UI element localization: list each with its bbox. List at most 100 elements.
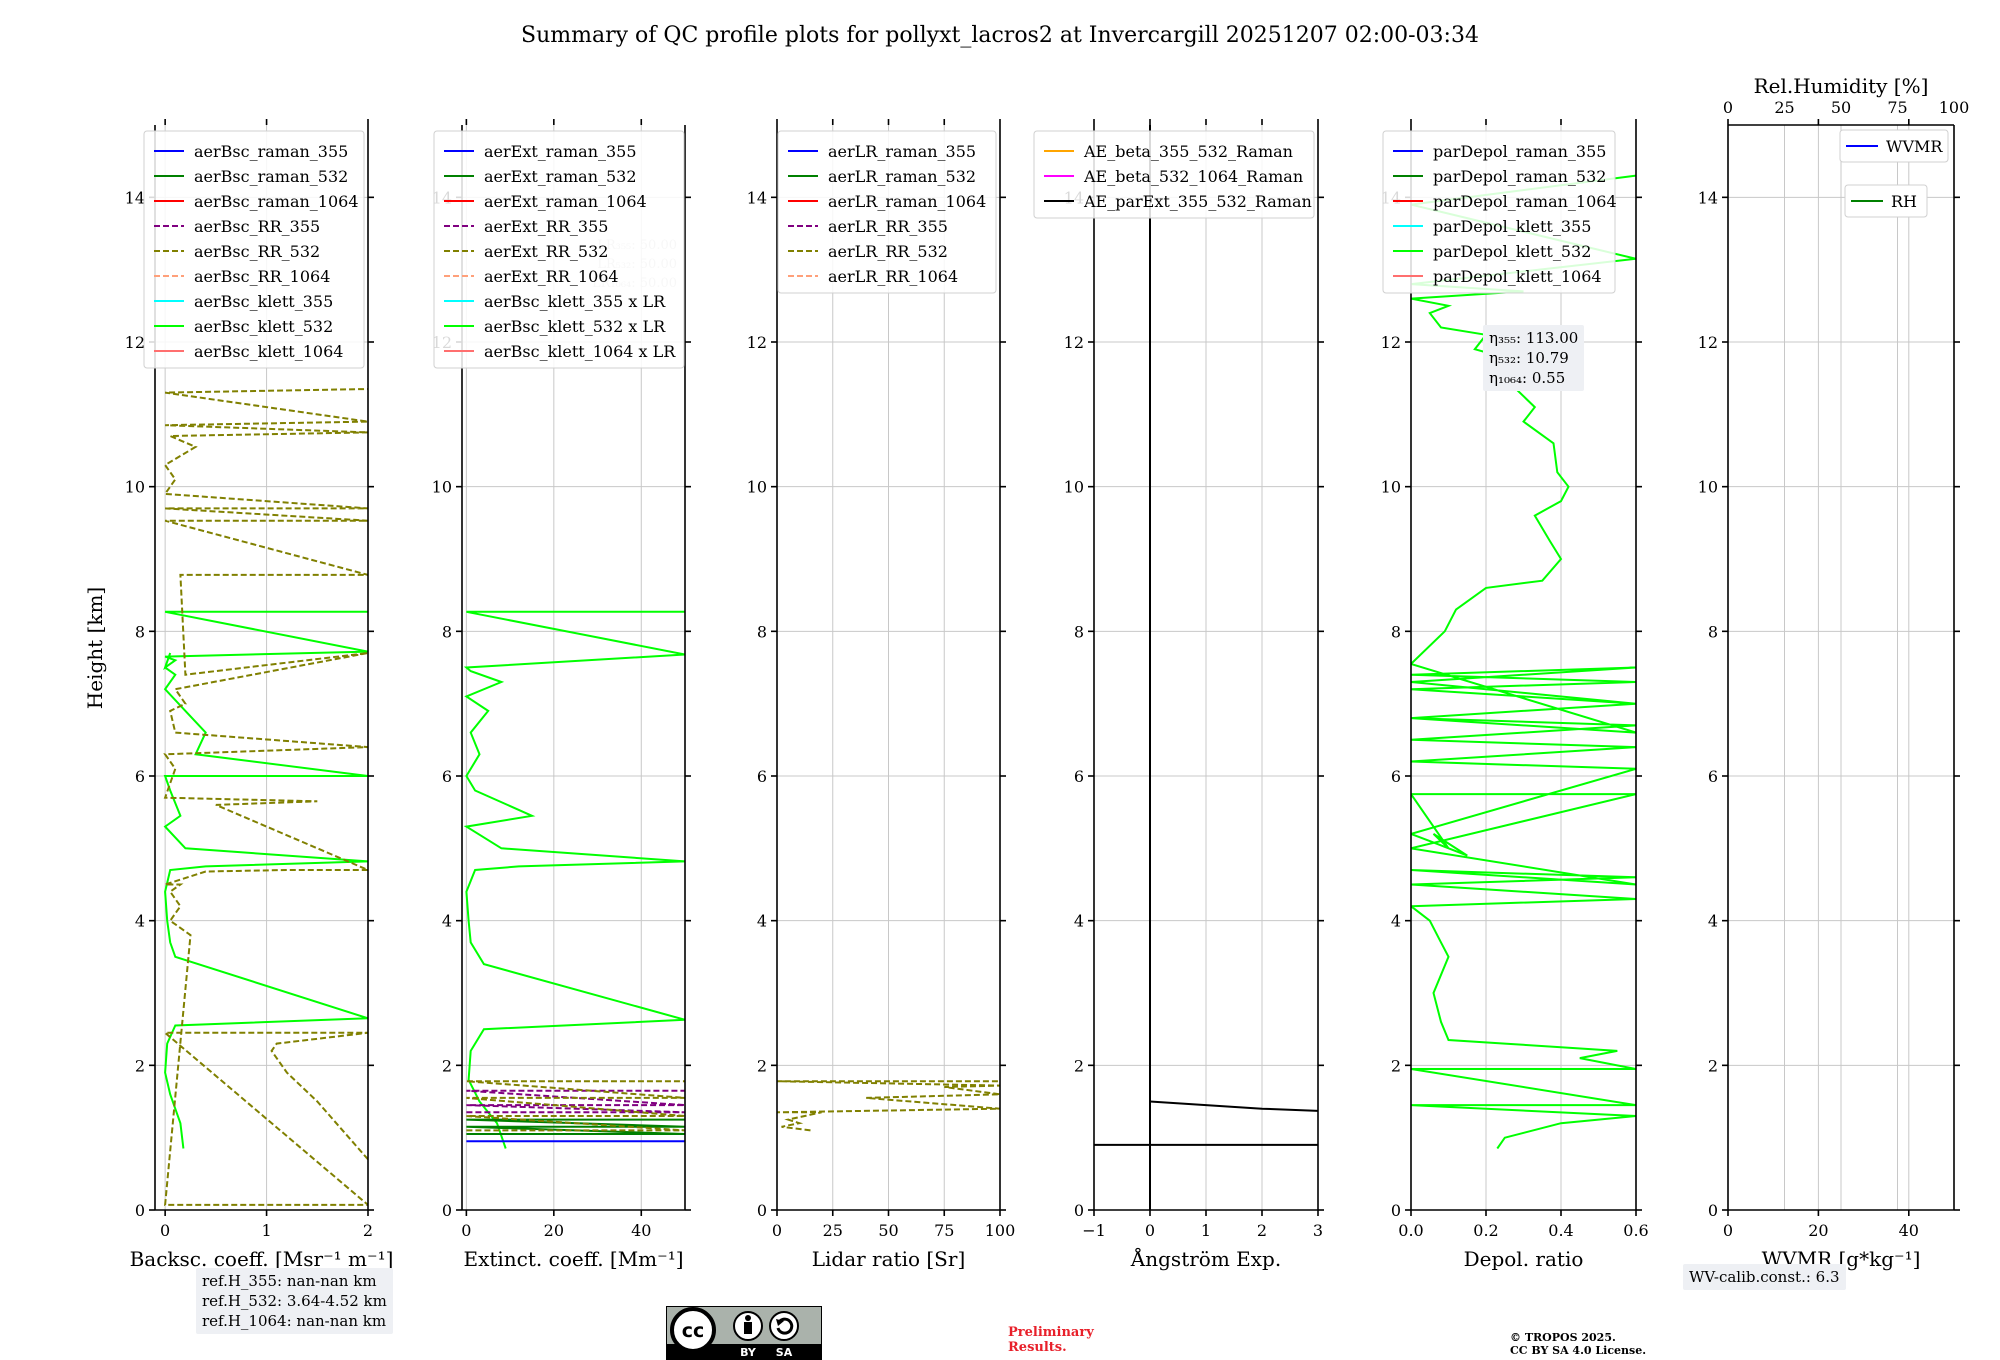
legend-frame bbox=[777, 130, 997, 294]
x-tick-label: 1 bbox=[261, 1221, 271, 1240]
legend-label: aerBsc_klett_1064 bbox=[194, 342, 343, 361]
y-axis-label: Height [km] bbox=[83, 587, 107, 709]
legend-frame bbox=[1839, 129, 1949, 163]
legend-label: aerBsc_klett_355 x LR bbox=[484, 292, 666, 311]
y-tick-label: 2 bbox=[1708, 1056, 1718, 1075]
top-x-axis-label: Rel.Humidity [%] bbox=[1754, 74, 1929, 98]
y-tick-label: 12 bbox=[747, 333, 767, 352]
x-tick-label: 40 bbox=[631, 1221, 651, 1240]
y-tick-label: 6 bbox=[1708, 767, 1718, 786]
x-tick-label: 0.2 bbox=[1473, 1221, 1498, 1240]
legend: aerExt_raman_355 aerExt_raman_532 aerExt_r… bbox=[433, 130, 685, 369]
legend-frame bbox=[143, 130, 365, 369]
legend-frame bbox=[1844, 184, 1928, 218]
y-tick-label: 8 bbox=[135, 622, 145, 641]
legend-label: aerBsc_klett_1064 x LR bbox=[484, 342, 676, 361]
series-line bbox=[463, 610, 685, 1149]
y-tick-label: 4 bbox=[1074, 912, 1084, 931]
y-tick-label: 4 bbox=[1708, 912, 1718, 931]
legend: parDepol_raman_355 parDepol_raman_532 parD… bbox=[1382, 130, 1617, 294]
x-tick-label: 2 bbox=[363, 1221, 373, 1240]
y-tick-label: 4 bbox=[442, 912, 452, 931]
legend-label: AE_beta_355_532_Raman bbox=[1083, 142, 1293, 161]
legend-label: aerExt_raman_355 bbox=[484, 142, 637, 161]
y-tick-label: 4 bbox=[1391, 912, 1401, 931]
series-line bbox=[1149, 1100, 1318, 1112]
preliminary-results-note: Preliminary Results. bbox=[1008, 1325, 1094, 1355]
legend-frame bbox=[1033, 130, 1315, 219]
legend-label: parDepol_klett_1064 bbox=[1433, 267, 1602, 286]
y-tick-label: 8 bbox=[1074, 622, 1084, 641]
y-tick-label: 14 bbox=[125, 188, 145, 207]
y-tick-label: 0 bbox=[442, 1201, 452, 1220]
legend-label: aerBsc_RR_532 bbox=[194, 242, 320, 261]
y-tick-label: 2 bbox=[135, 1056, 145, 1075]
y-tick-label: 6 bbox=[1391, 767, 1401, 786]
y-tick-label: 10 bbox=[1064, 478, 1084, 497]
y-tick-label: 12 bbox=[125, 333, 145, 352]
top-x-tick-label: 0 bbox=[1723, 98, 1733, 117]
x-tick-label: 0 bbox=[1723, 1221, 1733, 1240]
legend-label: aerBsc_klett_355 bbox=[194, 292, 333, 311]
legend-label: aerBsc_klett_532 x LR bbox=[484, 317, 666, 336]
y-tick-label: 4 bbox=[757, 912, 767, 931]
y-tick-label: 2 bbox=[442, 1056, 452, 1075]
legend-label: AE_parExt_355_532_Raman bbox=[1083, 192, 1312, 211]
y-tick-label: 10 bbox=[1381, 478, 1401, 497]
x-axis-label: Depol. ratio bbox=[1464, 1247, 1584, 1271]
legend-label: AE_beta_532_1064_Raman bbox=[1083, 167, 1303, 186]
x-tick-label: 50 bbox=[878, 1221, 898, 1240]
x-tick-label: 25 bbox=[823, 1221, 843, 1240]
y-tick-label: 8 bbox=[757, 622, 767, 641]
legend-label: aerBsc_raman_1064 bbox=[194, 192, 359, 211]
x-tick-label: 100 bbox=[985, 1221, 1016, 1240]
x-tick-label: 0.6 bbox=[1623, 1221, 1648, 1240]
y-tick-label: 12 bbox=[1698, 333, 1718, 352]
legend: AE_beta_355_532_Raman AE_beta_532_1064_Ra… bbox=[1033, 130, 1315, 219]
y-tick-label: 12 bbox=[1381, 333, 1401, 352]
x-tick-label: 20 bbox=[1808, 1221, 1828, 1240]
legend-label: parDepol_klett_532 bbox=[1433, 242, 1591, 261]
legend-label: aerLR_raman_532 bbox=[828, 167, 976, 186]
legend-label: aerBsc_raman_532 bbox=[194, 167, 348, 186]
y-tick-label: 8 bbox=[1391, 622, 1401, 641]
legend-label: aerExt_RR_355 bbox=[484, 217, 608, 236]
x-tick-label: 0 bbox=[772, 1221, 782, 1240]
ref-height-355: ref.H_355: nan-nan km bbox=[202, 1272, 377, 1290]
eta-box: η₃₅₅: 113.00 η₅₃₂: 10.79 η₁₀₆₄: 0.55 bbox=[1483, 325, 1585, 391]
copyright-note: © TROPOS 2025. CC BY SA 4.0 License. bbox=[1510, 1331, 1710, 1357]
series-line bbox=[163, 610, 368, 1149]
x-tick-label: 0.0 bbox=[1398, 1221, 1423, 1240]
x-axis-label: Ångström Exp. bbox=[1130, 1246, 1281, 1271]
y-tick-label: 10 bbox=[125, 478, 145, 497]
badge-sa-text: SA bbox=[776, 1346, 793, 1359]
badge-by-text: BY bbox=[740, 1346, 757, 1359]
x-tick-label: 2 bbox=[1257, 1221, 1267, 1240]
legend-label: aerLR_RR_1064 bbox=[828, 267, 958, 286]
reference-height-box: ref.H_355: nan-nan km ref.H_532: 3.64-4.… bbox=[196, 1268, 393, 1334]
y-tick-label: 0 bbox=[1074, 1201, 1084, 1220]
legend-label: aerExt_raman_532 bbox=[484, 167, 637, 186]
x-tick-label: 0.4 bbox=[1548, 1221, 1573, 1240]
legend-label: WVMR bbox=[1886, 137, 1943, 156]
legend-label: aerBsc_RR_355 bbox=[194, 217, 320, 236]
wv-calibration-constant: WV-calib.const.: 6.3 bbox=[1689, 1268, 1840, 1286]
legend-label: aerLR_raman_1064 bbox=[828, 192, 986, 211]
legend: aerLR_raman_355 aerLR_raman_532 aerLR_rama… bbox=[777, 130, 997, 294]
legend-rh: RH bbox=[1844, 184, 1928, 218]
y-tick-label: 2 bbox=[1074, 1056, 1084, 1075]
legend-label: parDepol_raman_1064 bbox=[1433, 192, 1617, 211]
share-alike-icon bbox=[769, 1311, 799, 1341]
x-tick-label: −1 bbox=[1082, 1221, 1106, 1240]
series-line bbox=[1411, 174, 1636, 1150]
top-x-tick-label: 50 bbox=[1831, 98, 1851, 117]
y-tick-label: 6 bbox=[757, 767, 767, 786]
wv-calibration-box: WV-calib.const.: 6.3 bbox=[1683, 1264, 1846, 1290]
y-tick-label: 10 bbox=[1698, 478, 1718, 497]
eta-532: η₅₃₂: 10.79 bbox=[1489, 349, 1569, 367]
x-tick-label: 40 bbox=[1899, 1221, 1919, 1240]
copyright-line-1: © TROPOS 2025. bbox=[1510, 1331, 1616, 1344]
